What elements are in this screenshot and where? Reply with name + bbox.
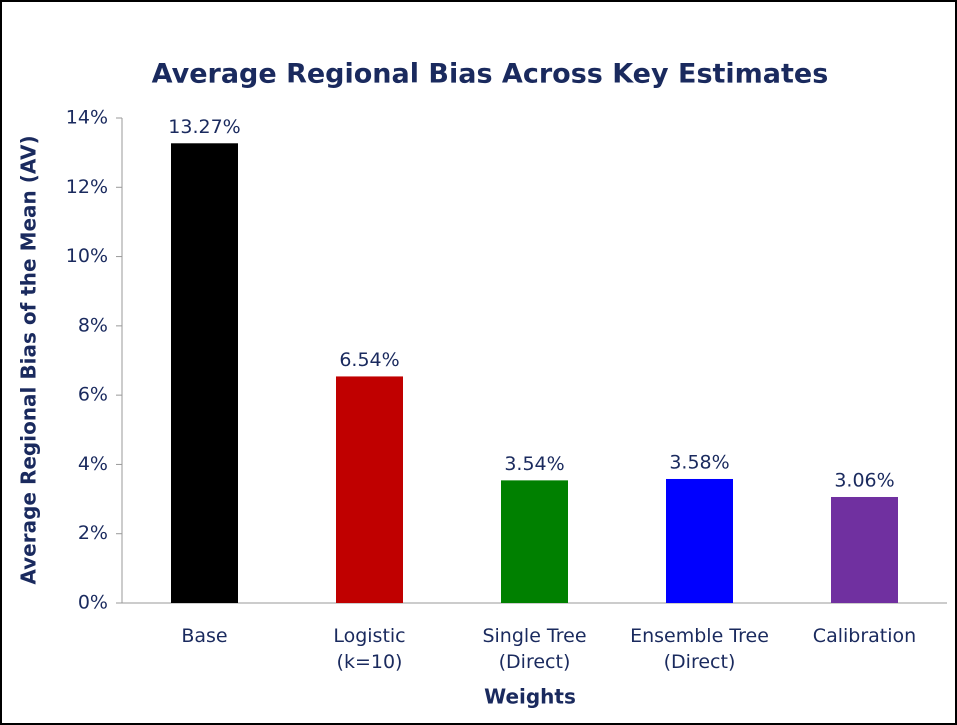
y-tick-label: 0% xyxy=(78,592,108,614)
y-tick-label: 4% xyxy=(78,453,108,475)
x-tick-label: Ensemble Tree (Direct) xyxy=(630,625,769,673)
x-tick-label-line: Single Tree xyxy=(482,625,586,647)
x-tick-label: Calibration xyxy=(813,625,916,647)
data-label: 3.58% xyxy=(669,451,729,473)
bar xyxy=(171,143,238,603)
x-tick-label-line: Ensemble Tree xyxy=(630,625,769,647)
data-label: 13.27% xyxy=(168,116,240,138)
data-label: 3.06% xyxy=(834,469,894,491)
data-label: 6.54% xyxy=(339,349,399,371)
y-tick-label: 14% xyxy=(66,107,108,129)
x-tick-label-line: Base xyxy=(181,625,227,647)
x-tick-label: Logistic (k=10) xyxy=(333,625,405,673)
y-tick-label: 6% xyxy=(78,384,108,406)
y-tick-label: 8% xyxy=(78,314,108,336)
bar xyxy=(831,496,898,603)
x-tick-label-line: (Direct) xyxy=(664,651,736,673)
bar xyxy=(666,478,733,603)
x-axis-label: Weights xyxy=(484,685,576,709)
x-tick-label: Base xyxy=(181,625,227,647)
bar xyxy=(501,480,568,603)
y-axis-label: Average Regional Bias of the Mean (AV) xyxy=(17,135,41,584)
y-tick-label: 10% xyxy=(66,245,108,267)
x-tick-label: Single Tree (Direct) xyxy=(482,625,586,673)
x-tick-label-line: (k=10) xyxy=(337,651,403,673)
y-tick-label: 2% xyxy=(78,522,108,544)
x-tick-label-line: Calibration xyxy=(813,625,916,647)
x-tick-label-line: Logistic xyxy=(333,625,405,647)
bar xyxy=(336,376,403,603)
data-label: 3.54% xyxy=(504,453,564,475)
chart-title: Average Regional Bias Across Key Estimat… xyxy=(152,59,829,90)
y-tick-label: 12% xyxy=(66,176,108,198)
x-tick-label-line: (Direct) xyxy=(499,651,571,673)
